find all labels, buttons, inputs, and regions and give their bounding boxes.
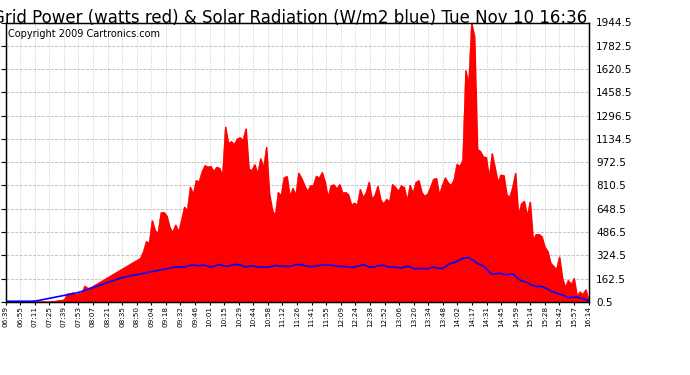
Text: Copyright 2009 Cartronics.com: Copyright 2009 Cartronics.com [8, 30, 161, 39]
Text: Grid Power (watts red) & Solar Radiation (W/m2 blue) Tue Nov 10 16:36: Grid Power (watts red) & Solar Radiation… [0, 9, 587, 27]
